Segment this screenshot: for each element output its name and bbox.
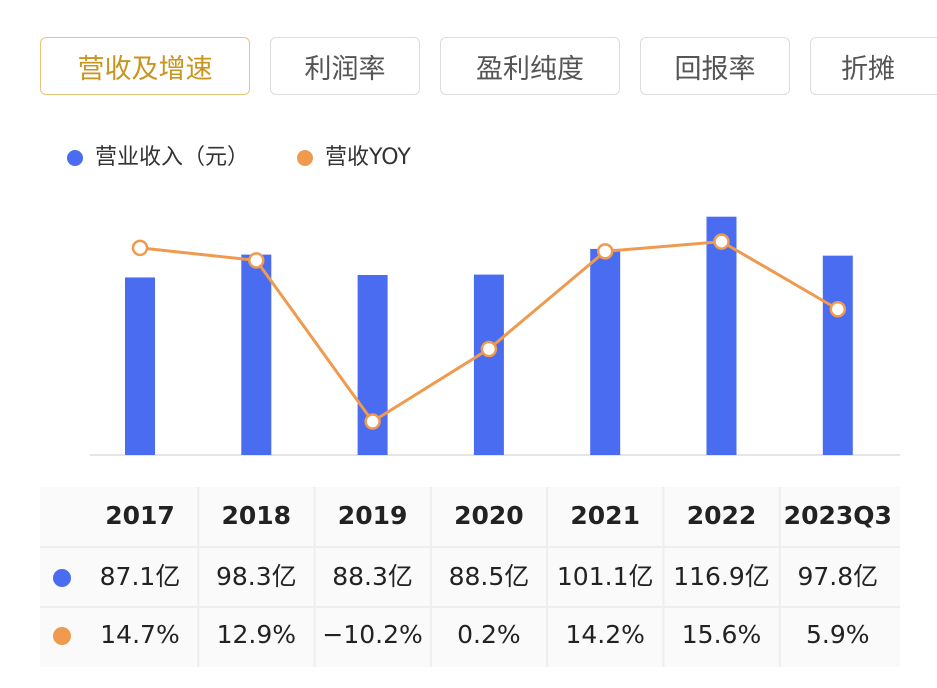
bar (241, 254, 272, 455)
table-header: 2017 (105, 501, 175, 530)
tab[interactable]: 回报率 (640, 37, 790, 95)
table-cell: 12.9% (217, 620, 296, 649)
legend-label: 营收YOY (325, 145, 411, 170)
table-marker (53, 569, 71, 587)
tab[interactable]: 营收及增速 (40, 37, 250, 95)
line-point (480, 340, 498, 358)
table-cell: 5.9% (806, 620, 870, 649)
table-header: 2023Q3 (784, 501, 892, 530)
table-header: 2019 (338, 501, 408, 530)
legend-marker (297, 150, 313, 166)
table-cell: 88.5亿 (449, 562, 530, 591)
table-cell: 14.2% (565, 620, 644, 649)
line-point (131, 239, 149, 257)
bar (706, 216, 737, 455)
bar (473, 274, 504, 455)
table-header: 2022 (687, 501, 757, 530)
bar (590, 248, 621, 455)
table-cell: 116.9亿 (673, 562, 770, 591)
line-point (596, 243, 614, 260)
legend-marker (67, 150, 83, 166)
bar (822, 255, 853, 455)
line-point (364, 413, 381, 430)
line-point (713, 233, 730, 250)
table-marker (53, 627, 71, 645)
bar (125, 277, 155, 455)
tab[interactable]: 折摊 (810, 37, 937, 95)
table-cell: 87.1亿 (100, 562, 181, 591)
table-cell: 0.2% (457, 620, 521, 649)
legend-label: 营业收入（元） (95, 145, 249, 170)
table-cell: 15.6% (682, 620, 761, 649)
line-point (248, 252, 265, 269)
tab[interactable]: 利润率 (270, 37, 420, 95)
table-header: 2018 (222, 501, 292, 530)
table-header: 2021 (570, 501, 640, 530)
table-bg (40, 487, 900, 667)
table-cell: 14.7% (100, 620, 179, 649)
table-cell: 97.8亿 (797, 562, 878, 591)
table-cell: −10.2% (322, 620, 422, 649)
tab[interactable]: 盈利纯度 (440, 37, 620, 95)
table-cell: 88.3亿 (332, 562, 413, 591)
table-cell: 98.3亿 (216, 562, 297, 591)
line-point (829, 301, 847, 318)
table-header: 2020 (454, 501, 524, 530)
table-cell: 101.1亿 (557, 562, 654, 591)
